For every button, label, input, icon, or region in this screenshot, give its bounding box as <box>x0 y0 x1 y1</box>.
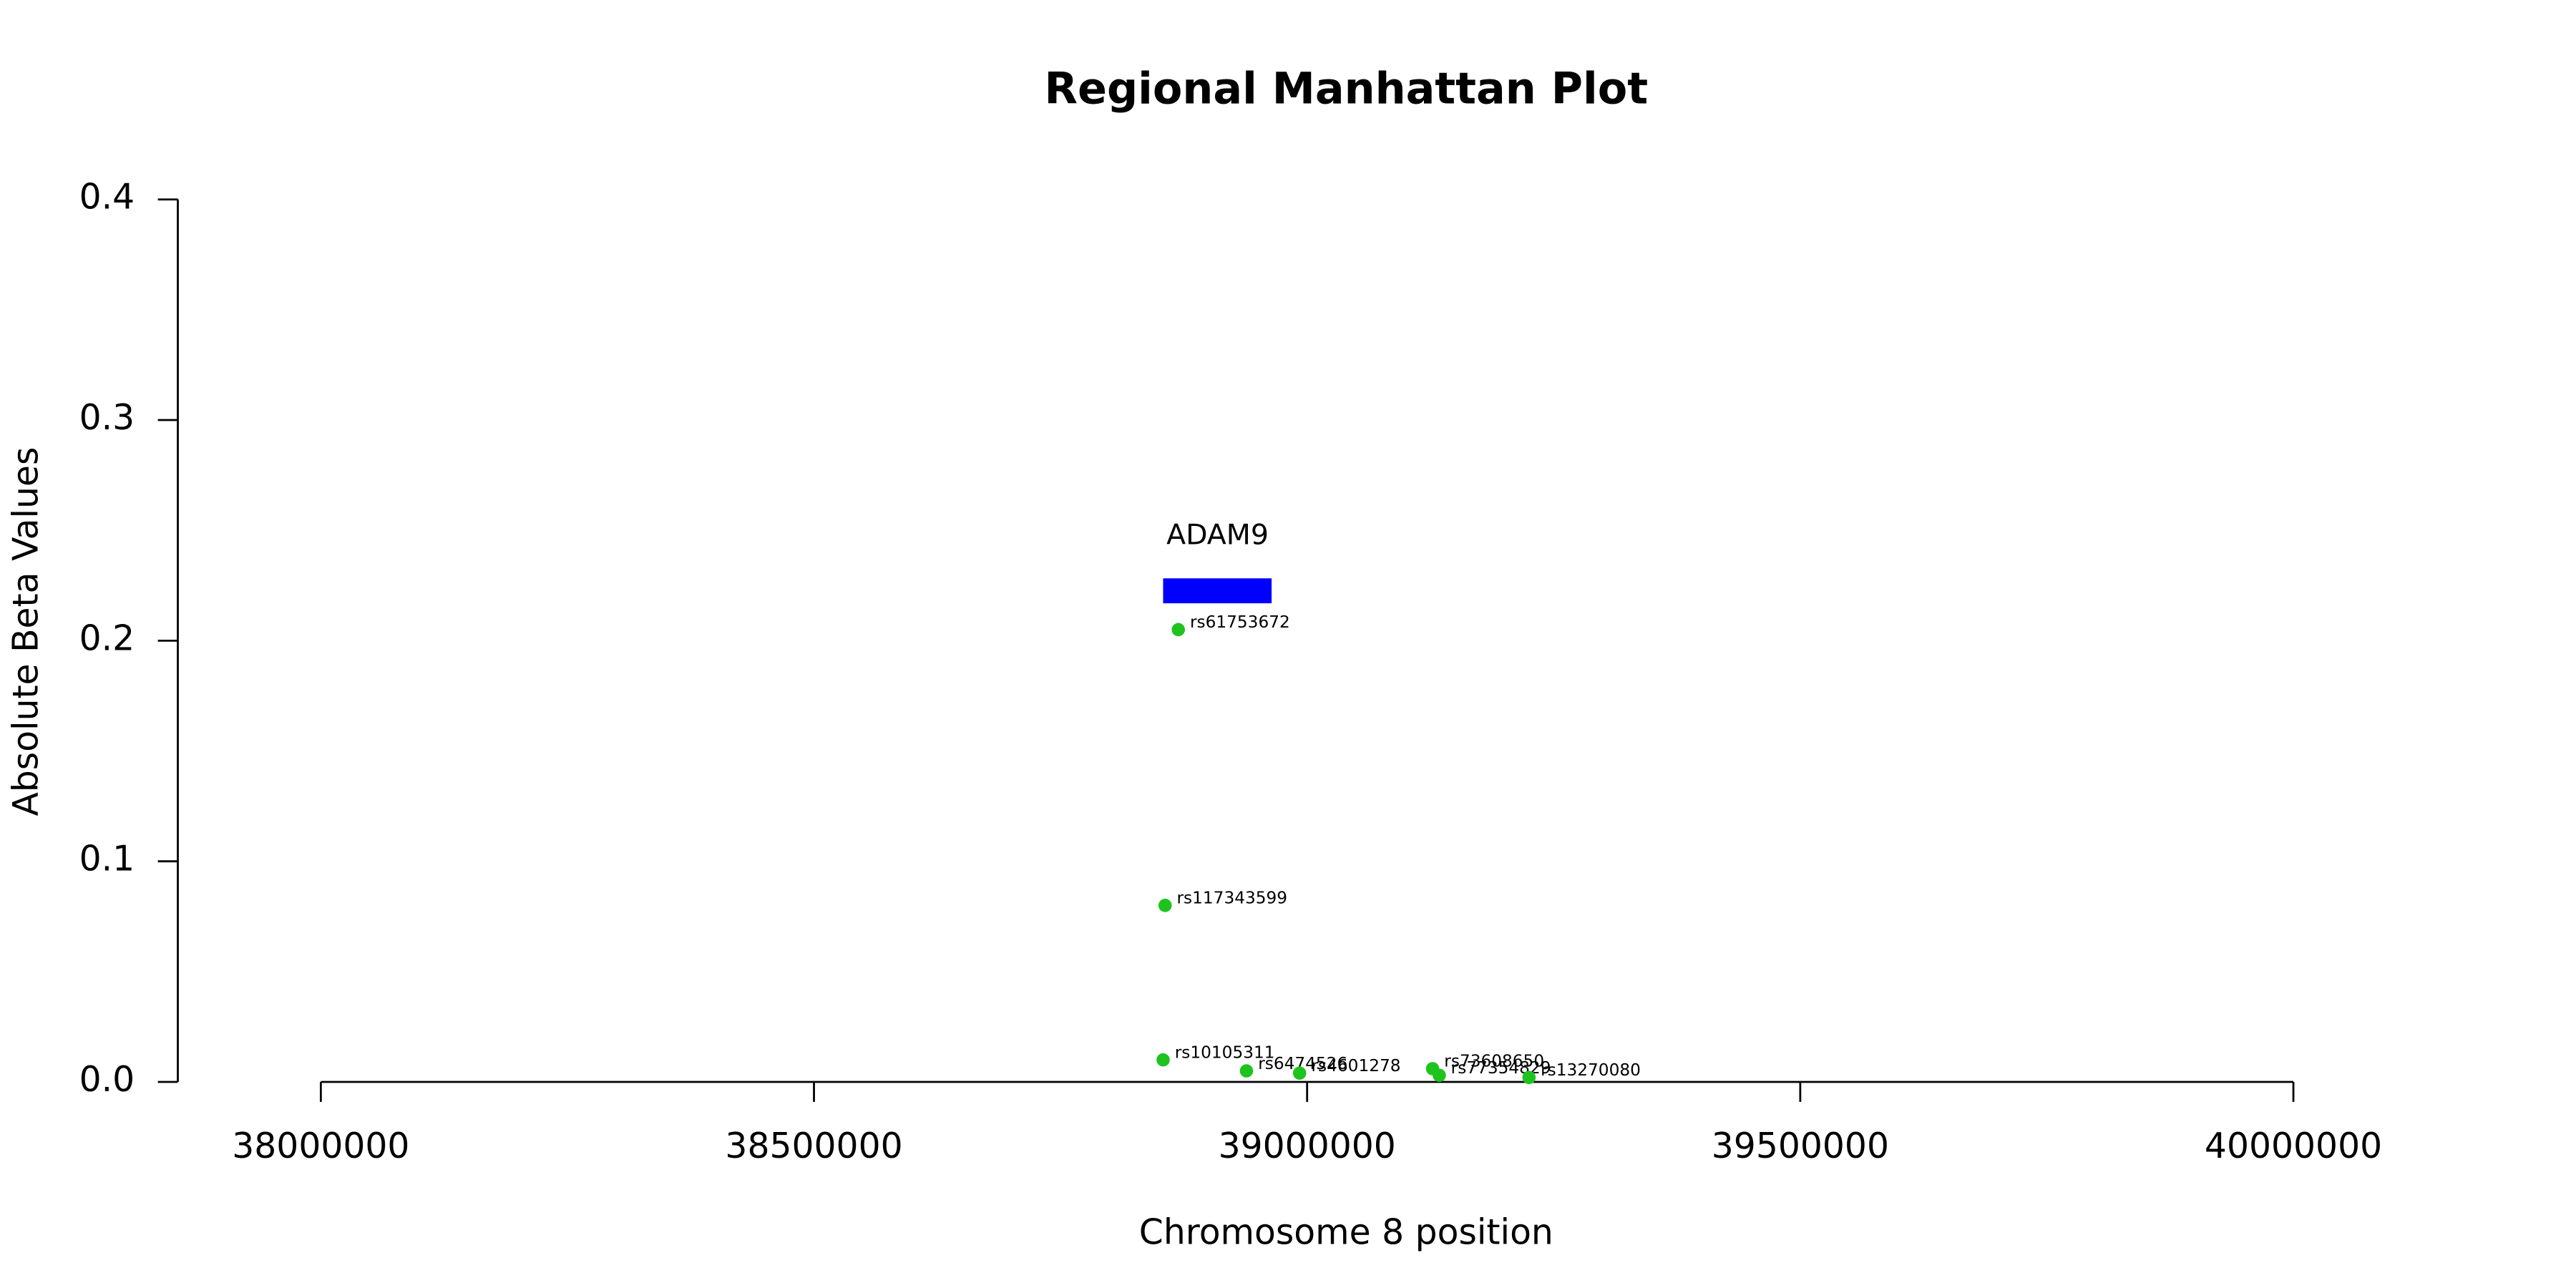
snp-label: rs73608650 <box>1444 1052 1544 1071</box>
y-tick-label: 0.2 <box>79 618 135 658</box>
snp-point <box>1156 1053 1170 1067</box>
snp-point <box>1522 1070 1536 1085</box>
snp-label: rs10105311 <box>1175 1043 1275 1062</box>
snp-label: rs61753672 <box>1190 613 1290 632</box>
x-tick-label: 40000000 <box>2205 1126 2382 1166</box>
x-tick-label: 39500000 <box>1712 1126 1889 1166</box>
gene-label: ADAM9 <box>1166 519 1269 552</box>
y-tick-label: 0.0 <box>79 1059 135 1100</box>
snp-label: rs13270080 <box>1541 1060 1641 1080</box>
x-tick-label: 38000000 <box>232 1126 409 1166</box>
snp-point <box>1239 1064 1254 1078</box>
chart-title: Regional Manhattan Plot <box>1045 64 1649 114</box>
x-tick-label: 39000000 <box>1219 1126 1396 1166</box>
y-tick-label: 0.3 <box>79 397 135 438</box>
snp-point <box>1171 623 1185 637</box>
gene-bar <box>1163 578 1272 604</box>
y-tick-label: 0.4 <box>79 177 135 218</box>
snp-label: rs117343599 <box>1176 889 1287 908</box>
snp-label: rs77354829 <box>1451 1058 1551 1078</box>
snp-label: rs4601278 <box>1311 1056 1400 1075</box>
y-tick-label: 0.1 <box>79 839 135 879</box>
snp-point <box>1433 1068 1446 1083</box>
snp-point <box>1158 899 1172 912</box>
x-axis-label: Chromosome 8 position <box>1139 1212 1553 1253</box>
x-tick-label: 38500000 <box>725 1126 902 1166</box>
y-axis-label: Absolute Beta Values <box>5 447 46 816</box>
snp-point <box>1292 1066 1307 1080</box>
